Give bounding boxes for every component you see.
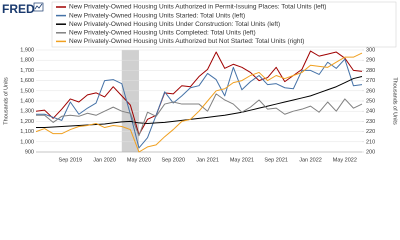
y2-tick-label: 250 bbox=[366, 98, 375, 104]
x-tick-label: Sep 2019 bbox=[59, 157, 83, 163]
y2-tick-label: 300 bbox=[366, 47, 375, 53]
legend-label: New Privately-Owned Housing Units Starte… bbox=[69, 12, 245, 19]
series-line bbox=[35, 52, 363, 153]
legend-label: New Privately-Owned Housing Units Under … bbox=[69, 21, 280, 28]
y2-tick-label: 290 bbox=[366, 58, 375, 64]
legend-label: New Privately-Owned Housing Units Comple… bbox=[69, 30, 256, 37]
y-tick-label: 1,400 bbox=[20, 98, 34, 104]
legend-label: New Privately-Owned Housing Units Author… bbox=[69, 38, 304, 45]
y-tick-label: 1,500 bbox=[20, 88, 34, 94]
y-tick-label: 1,900 bbox=[20, 47, 34, 53]
y-tick-label: 1,800 bbox=[20, 58, 34, 64]
x-tick-label: Sep 2021 bbox=[264, 157, 288, 163]
y2-axis-title: Thousands of Units bbox=[392, 77, 398, 125]
y-tick-label: 1,100 bbox=[20, 129, 34, 135]
x-tick-label: Sep 2020 bbox=[161, 157, 185, 163]
x-tick-label: Jan 2020 bbox=[93, 157, 116, 163]
y2-tick-label: 220 bbox=[366, 129, 375, 135]
y-tick-label: 1,000 bbox=[20, 139, 34, 145]
y2-tick-label: 280 bbox=[366, 68, 375, 74]
y-tick-label: 1,700 bbox=[20, 68, 34, 74]
legend bbox=[51, 1, 397, 48]
x-tick-label: May 2021 bbox=[230, 157, 254, 163]
series-line bbox=[36, 58, 363, 149]
x-tick-label: Jan 2022 bbox=[299, 157, 322, 163]
series-line bbox=[35, 50, 363, 136]
y2-tick-label: 270 bbox=[366, 78, 375, 84]
x-tick-label: Jan 2021 bbox=[196, 157, 219, 163]
x-tick-label: May 2022 bbox=[333, 157, 357, 163]
y2-tick-label: 200 bbox=[366, 149, 375, 155]
y-tick-label: 1,200 bbox=[20, 119, 34, 125]
y-axis-title: Thousands of Units bbox=[3, 77, 9, 125]
logo: FRED bbox=[2, 2, 35, 16]
legend-label: New Privately-Owned Housing Units Author… bbox=[69, 4, 326, 11]
y-tick-label: 1,300 bbox=[20, 109, 34, 115]
y2-tick-label: 260 bbox=[366, 88, 375, 94]
y2-tick-label: 230 bbox=[366, 119, 375, 125]
x-tick-label: May 2020 bbox=[127, 157, 151, 163]
series-line bbox=[36, 93, 363, 137]
logo-icon bbox=[33, 2, 44, 12]
y2-tick-label: 240 bbox=[366, 109, 375, 115]
y-tick-label: 1,600 bbox=[20, 78, 34, 84]
y2-tick-label: 210 bbox=[366, 139, 375, 145]
y-tick-label: 900 bbox=[25, 149, 34, 155]
chart: FRED 900 1,000 1,100 1,200 1,300 1,400 1,500 1,… bbox=[2, 1, 398, 164]
